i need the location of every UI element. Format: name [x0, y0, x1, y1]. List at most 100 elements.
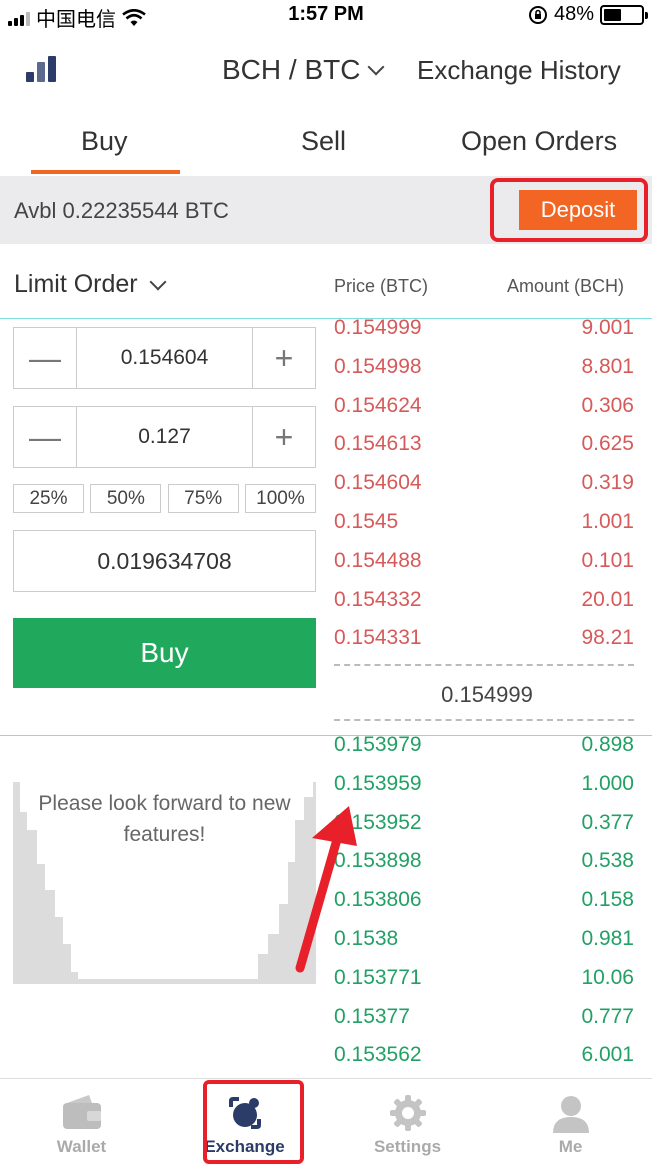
ask-price: 0.154613 [334, 432, 422, 456]
ask-row[interactable]: 0.154624 0.306 [334, 394, 634, 432]
bid-amount: 0.777 [581, 1004, 634, 1028]
battery-icon [600, 4, 648, 25]
total-field[interactable]: 0.019634708 [13, 530, 316, 592]
amount-decrease-button[interactable]: — [29, 418, 61, 455]
ask-price: 0.154624 [334, 393, 422, 417]
ask-price: 0.154999 [334, 316, 422, 339]
pct-75-button[interactable]: 75% [167, 484, 239, 513]
ask-price: 0.154331 [334, 626, 422, 650]
price-decrease-button[interactable]: — [29, 339, 61, 376]
buy-button[interactable]: Buy [13, 618, 316, 688]
signal-icon [8, 10, 30, 26]
ask-price: 0.1545 [334, 510, 399, 533]
wifi-icon [122, 8, 146, 26]
divider [0, 735, 652, 736]
order-type-selector[interactable]: Limit Order [14, 270, 167, 299]
bid-divider [334, 719, 634, 721]
ask-amount: 20.01 [581, 587, 634, 611]
tab-settings-label: Settings [373, 1137, 442, 1156]
bid-price: 0.153771 [334, 965, 422, 989]
bid-amount: 10.06 [581, 965, 634, 989]
tab-exchange-label: Exchange [204, 1137, 285, 1156]
ask-row[interactable]: 0.154331 98.21 [334, 626, 634, 664]
tab-exchange[interactable]: Exchange [163, 1079, 326, 1164]
ask-amount: 0.306 [581, 393, 634, 417]
pair-selector[interactable]: BCH / BTC [222, 54, 385, 86]
tab-settings[interactable]: Settings [326, 1079, 489, 1164]
tab-me-label: Me [558, 1137, 583, 1156]
bid-row[interactable]: 0.153952 0.377 [334, 811, 634, 849]
price-input[interactable]: 0.154604 [76, 328, 253, 388]
last-price: 0.154999 [441, 682, 533, 707]
bid-row[interactable]: 0.15377 0.777 [334, 1005, 634, 1043]
ask-row[interactable]: 0.154332 20.01 [334, 588, 634, 626]
divider [0, 318, 652, 319]
carrier-info: 中国电信 [8, 3, 146, 32]
trade-tabs: Buy Sell Open Orders [0, 120, 652, 176]
pct-50-button[interactable]: 50% [90, 484, 162, 513]
ask-row[interactable]: 0.154604 0.319 [334, 471, 634, 509]
bid-amount: 0.158 [581, 888, 634, 912]
ask-amount: 9.001 [581, 316, 634, 339]
exchange-history-link[interactable]: Exchange History [417, 55, 621, 85]
ask-amount: 98.21 [581, 626, 634, 650]
ask-row[interactable]: 0.154998 8.801 [334, 355, 634, 393]
ask-amount: 8.801 [581, 354, 634, 378]
bottom-tab-bar: Wallet Exchange Settings Me [0, 1078, 652, 1164]
amount-stepper: — 0.127 + [13, 406, 316, 468]
tab-sell[interactable]: Sell [301, 126, 347, 156]
bid-row[interactable]: 0.1538 0.981 [334, 927, 634, 965]
tab-wallet[interactable]: Wallet [0, 1079, 163, 1164]
exchange-tab-highlight [203, 1080, 304, 1164]
tab-me[interactable]: Me [489, 1079, 652, 1164]
ask-row[interactable]: 0.154999 9.001 [334, 316, 634, 354]
bid-row[interactable]: 0.153771 10.06 [334, 966, 634, 1004]
ask-row[interactable]: 0.1545 1.001 [334, 510, 634, 548]
bid-price: 0.153959 [334, 771, 422, 795]
bid-price: 0.153562 [334, 1043, 422, 1067]
pct-100-button[interactable]: 100% [244, 484, 316, 513]
bid-amount: 0.898 [581, 733, 634, 756]
bid-price: 0.153898 [334, 849, 422, 873]
battery-percent: 48% [553, 3, 594, 25]
bid-row[interactable]: 0.153898 0.538 [334, 849, 634, 887]
bid-price: 0.1538 [334, 927, 399, 950]
battery-info: 48% [528, 3, 648, 26]
pair-label: BCH / BTC [222, 54, 361, 85]
gear-icon [389, 1095, 426, 1131]
amount-input[interactable]: 0.127 [76, 407, 253, 467]
balance-bar: Avbl 0.22235544 BTC Deposit [0, 176, 652, 244]
bid-amount: 0.538 [581, 849, 634, 873]
ask-price: 0.154604 [334, 471, 422, 495]
bid-row[interactable]: 0.153959 1.000 [334, 772, 634, 810]
ask-row[interactable]: 0.154613 0.625 [334, 432, 634, 470]
exchange-icon [228, 1097, 261, 1129]
price-stepper: — 0.154604 + [13, 327, 316, 389]
bid-row[interactable]: 0.153806 0.158 [334, 888, 634, 926]
deposit-highlight [490, 178, 648, 242]
tab-wallet-label: Wallet [56, 1137, 107, 1156]
ask-price: 0.154488 [334, 548, 422, 572]
amount-column-header: Amount (BCH) [507, 276, 625, 296]
ask-row[interactable]: 0.154488 0.101 [334, 549, 634, 587]
bid-amount: 6.001 [581, 1043, 634, 1067]
amount-increase-button[interactable]: + [274, 418, 294, 455]
bid-price: 0.153806 [334, 888, 422, 912]
tab-open-orders[interactable]: Open Orders [461, 126, 618, 156]
price-increase-button[interactable]: + [274, 339, 294, 376]
ask-divider [334, 664, 634, 666]
deposit-button[interactable]: Deposit [519, 190, 637, 230]
percentage-buttons: 25% 50% 75% 100% [13, 484, 316, 513]
ask-price: 0.154332 [334, 587, 422, 611]
rotation-lock-icon [528, 5, 547, 24]
ask-amount: 0.319 [581, 471, 634, 495]
tab-buy[interactable]: Buy [81, 126, 128, 156]
bid-price: 0.153979 [334, 733, 422, 756]
bid-amount: 0.981 [581, 927, 634, 950]
bid-row[interactable]: 0.153979 0.898 [334, 733, 634, 771]
clock: 1:57 PM [288, 3, 364, 25]
pct-25-button[interactable]: 25% [13, 484, 84, 513]
bid-row[interactable]: 0.153562 6.001 [334, 1043, 634, 1081]
depth-chart: Please look forward to new features! [13, 782, 316, 984]
wallet-icon [62, 1095, 101, 1129]
